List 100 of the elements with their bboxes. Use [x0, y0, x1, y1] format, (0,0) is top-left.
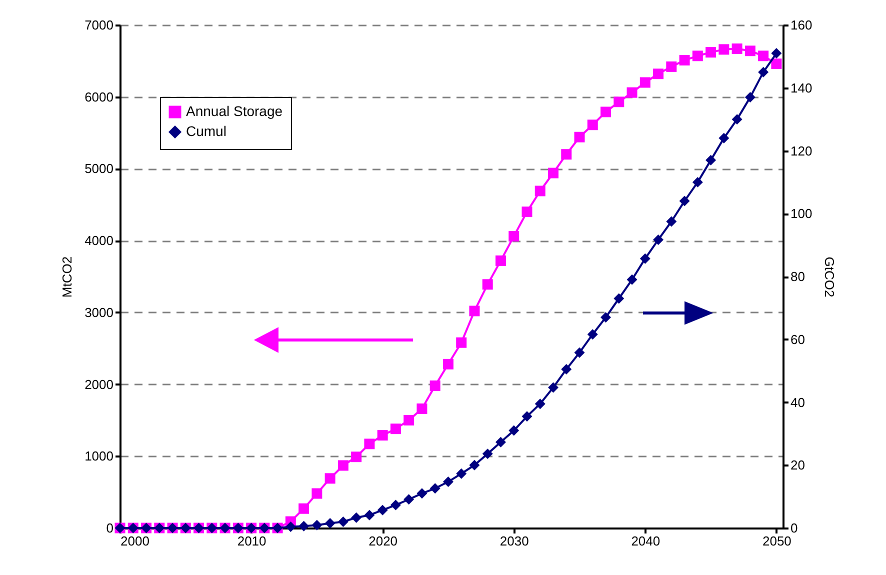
- point: [732, 43, 742, 54]
- point: [679, 196, 690, 206]
- y-axis-title: MtCO2: [60, 256, 75, 298]
- point: [666, 61, 677, 72]
- point: [469, 306, 480, 316]
- point: [390, 500, 401, 510]
- y-tick-label: 1000: [84, 448, 114, 464]
- point: [324, 473, 336, 484]
- y2-tick-label: 140: [790, 80, 812, 96]
- point: [587, 120, 598, 130]
- point: [771, 58, 782, 70]
- point: [679, 54, 690, 66]
- point: [430, 483, 440, 494]
- point: [692, 176, 703, 188]
- point: [298, 520, 310, 532]
- point: [640, 77, 650, 88]
- point: [574, 132, 585, 142]
- point: [718, 44, 730, 55]
- point: [706, 47, 716, 58]
- point: [338, 516, 348, 527]
- point: [522, 206, 532, 218]
- point: [561, 364, 572, 374]
- y-tick-label: 4000: [84, 233, 114, 248]
- y2-tick-label: 60: [790, 332, 805, 347]
- y-tick-label: 0: [106, 520, 114, 536]
- point: [732, 114, 742, 125]
- point: [548, 168, 558, 178]
- point: [534, 186, 546, 196]
- point: [744, 92, 756, 103]
- point: [377, 430, 388, 441]
- point: [666, 216, 677, 227]
- point: [495, 436, 506, 448]
- point: [312, 488, 322, 499]
- point: [614, 96, 624, 108]
- point: [706, 154, 716, 166]
- point: [574, 347, 585, 358]
- y-tick-label: 3000: [84, 304, 114, 320]
- point: [548, 382, 558, 393]
- point: [614, 293, 624, 304]
- point: [522, 411, 532, 422]
- point: [416, 488, 428, 499]
- y2-tick-label: 160: [790, 18, 812, 32]
- point: [416, 403, 428, 414]
- point: [600, 312, 612, 323]
- y-tick-label: 7000: [84, 18, 114, 32]
- point: [692, 50, 703, 62]
- legend-label: Annual Storage: [186, 103, 283, 119]
- point: [469, 460, 480, 470]
- point: [587, 329, 598, 340]
- point: [338, 460, 348, 471]
- point: [771, 48, 782, 59]
- point: [758, 66, 769, 78]
- point: [482, 448, 493, 460]
- point: [653, 68, 664, 80]
- y2-tick-label: 80: [790, 269, 805, 284]
- point: [312, 520, 322, 530]
- point: [351, 452, 362, 462]
- point: [324, 518, 336, 529]
- y2-tick-label: 20: [790, 458, 805, 473]
- point: [442, 476, 454, 488]
- x-tick-label: 2030: [500, 534, 529, 548]
- point: [626, 87, 638, 98]
- point: [430, 380, 440, 391]
- x-tick-label: 2000: [120, 534, 150, 548]
- x-tick-label: 2040: [631, 534, 660, 548]
- point: [653, 234, 664, 245]
- point: [442, 358, 454, 370]
- point: [298, 503, 310, 514]
- point: [482, 279, 493, 290]
- point: [508, 231, 520, 242]
- x-tick-label: 2050: [762, 534, 792, 548]
- point: [718, 132, 730, 144]
- point: [561, 149, 572, 160]
- point: [640, 253, 650, 264]
- point: [404, 414, 414, 426]
- y2-tick-label: 120: [790, 143, 812, 158]
- legend-label: Cumul: [186, 123, 226, 139]
- point: [508, 425, 520, 436]
- point: [364, 438, 375, 450]
- y2-tick-label: 0: [790, 520, 798, 536]
- point: [377, 504, 388, 516]
- point: [744, 46, 756, 56]
- y2-axis-title: GtCO2: [822, 256, 838, 298]
- x-tick-label: 2020: [368, 534, 398, 548]
- point: [404, 494, 414, 505]
- point: [456, 337, 467, 348]
- point: [285, 522, 296, 532]
- point: [351, 512, 362, 523]
- y-tick-label: 2000: [84, 376, 114, 392]
- y2-tick-label: 40: [790, 394, 805, 410]
- x-tick-label: 2010: [237, 534, 266, 548]
- point: [456, 468, 467, 479]
- point: [534, 398, 546, 410]
- point: [364, 510, 375, 520]
- point: [390, 424, 401, 434]
- y2-tick-label: 100: [790, 206, 812, 222]
- y-tick-label: 6000: [84, 89, 114, 104]
- point: [495, 255, 506, 266]
- point: [626, 274, 638, 285]
- point: [600, 106, 612, 118]
